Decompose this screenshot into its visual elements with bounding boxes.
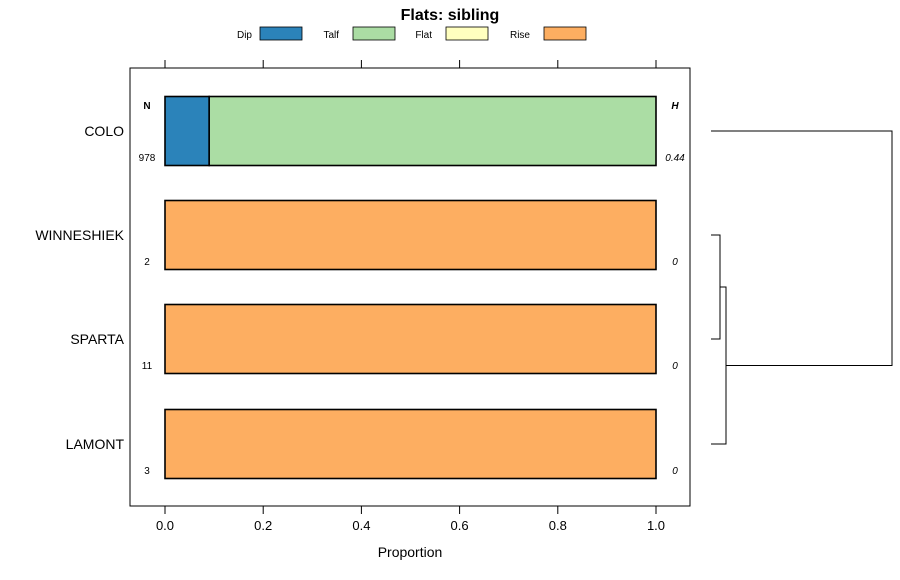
category-label-winneshiek: WINNESHIEK bbox=[35, 227, 124, 243]
bars bbox=[164, 95, 657, 480]
x-tick-label: 0.4 bbox=[352, 518, 370, 533]
dendrogram bbox=[711, 130, 893, 445]
h-value-sparta: 0 bbox=[672, 361, 678, 372]
n-value-sparta: 11 bbox=[142, 361, 153, 372]
n-header: N bbox=[143, 101, 150, 112]
plot-frame bbox=[129, 67, 691, 507]
legend-label-talf: Talf bbox=[323, 30, 339, 41]
legend-label-dip: Dip bbox=[237, 30, 252, 41]
legend-swatch-rise bbox=[543, 26, 587, 41]
dendrogram-link bbox=[711, 130, 893, 366]
h-value-lamont: 0 bbox=[672, 466, 678, 477]
top-axis bbox=[164, 60, 657, 68]
x-tick-label: 0.2 bbox=[254, 518, 272, 533]
h-header: H bbox=[671, 101, 679, 112]
bar-segment-winneshiek-rise bbox=[164, 199, 657, 271]
chart-title: Flats: sibling bbox=[401, 7, 500, 24]
bar-segment-lamont-rise bbox=[164, 408, 657, 480]
bar-segment-colo-dip bbox=[164, 95, 210, 167]
h-values: 0.44 0 0 0 bbox=[665, 153, 685, 477]
dendrogram-link bbox=[711, 286, 727, 445]
h-value-colo: 0.44 bbox=[665, 153, 685, 164]
category-label-sparta: SPARTA bbox=[70, 331, 124, 347]
bar-segment-colo-talf bbox=[208, 95, 657, 167]
n-value-colo: 978 bbox=[139, 153, 156, 164]
x-tick-label: 0.8 bbox=[549, 518, 567, 533]
x-tick-label: 1.0 bbox=[647, 518, 665, 533]
h-value-winneshiek: 0 bbox=[672, 257, 678, 268]
x-tick-label: 0.6 bbox=[451, 518, 469, 533]
x-tick-label: 0.0 bbox=[156, 518, 174, 533]
n-value-winneshiek: 2 bbox=[144, 257, 150, 268]
category-labels: COLO WINNESHIEK SPARTA LAMONT bbox=[35, 123, 124, 452]
legend-swatch-talf bbox=[352, 26, 396, 41]
x-axis-title: Proportion bbox=[378, 544, 443, 560]
bar-segment-sparta-rise bbox=[164, 303, 657, 375]
bottom-axis: 0.0 0.2 0.4 0.6 0.8 1.0 bbox=[156, 506, 665, 533]
dendrogram-link bbox=[711, 234, 721, 340]
legend-label-rise: Rise bbox=[510, 30, 530, 41]
legend: Dip Talf Flat Rise bbox=[237, 26, 587, 41]
n-values: 978 2 11 3 bbox=[139, 153, 156, 477]
legend-label-flat: Flat bbox=[415, 30, 432, 41]
n-value-lamont: 3 bbox=[144, 466, 150, 477]
category-label-lamont: LAMONT bbox=[66, 436, 125, 452]
category-label-colo: COLO bbox=[84, 123, 124, 139]
legend-swatch-flat bbox=[445, 26, 489, 41]
legend-swatch-dip bbox=[259, 26, 303, 41]
